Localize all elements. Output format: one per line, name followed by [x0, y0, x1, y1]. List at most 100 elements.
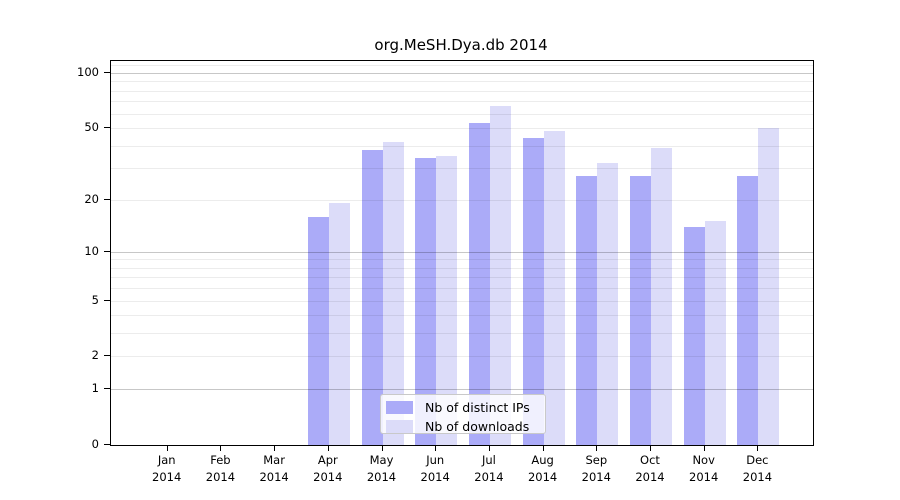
- gridline-minor-4: [111, 315, 813, 317]
- x-tick-jan: [166, 445, 168, 451]
- x-tick-label-aug: Aug 2014: [511, 452, 575, 486]
- legend-label-downloads: Nb of downloads: [425, 418, 530, 434]
- x-tick-label-feb: Feb 2014: [188, 452, 252, 486]
- bar-downloads-aug: [543, 131, 565, 445]
- x-tick-may: [381, 445, 383, 451]
- x-tick-year: 2014: [527, 470, 558, 484]
- y-tick-5: [104, 299, 110, 301]
- gridline-minor-80: [111, 90, 813, 92]
- legend-label-distinct-ips: Nb of distinct IPs: [425, 399, 530, 415]
- y-tick-10: [104, 250, 110, 252]
- y-tick-label-10: 10: [84, 243, 99, 258]
- y-tick-50: [104, 126, 110, 128]
- x-tick-aug: [542, 445, 544, 451]
- gridline-minor-2: [111, 356, 813, 358]
- y-tick-label-100: 100: [77, 64, 99, 79]
- x-tick-label-nov: Nov 2014: [672, 452, 736, 486]
- bar-downloads-jul: [489, 105, 511, 445]
- x-tick-month: Mar: [263, 453, 285, 467]
- gridline-major-100: [111, 72, 813, 74]
- x-tick-year: 2014: [474, 470, 504, 484]
- x-tick-month: Aug: [531, 453, 554, 467]
- bar-downloads-dec: [758, 127, 780, 445]
- x-tick-jun: [435, 445, 437, 451]
- y-tick-100: [104, 71, 110, 73]
- bar-ips-oct: [630, 176, 651, 445]
- gridline-minor-3: [111, 333, 813, 335]
- x-tick-month: Jul: [481, 453, 496, 467]
- gridline-minor-30: [111, 168, 813, 170]
- x-tick-month: Nov: [692, 453, 715, 467]
- x-tick-month: Jun: [426, 453, 445, 467]
- x-tick-dec: [757, 445, 759, 451]
- x-tick-sep: [596, 445, 598, 451]
- x-tick-label-jun: Jun 2014: [403, 452, 467, 486]
- gridline-minor-7: [111, 277, 813, 279]
- gridline-minor-5: [111, 300, 813, 302]
- bar-ips-jun: [415, 158, 437, 445]
- x-tick-year: 2014: [689, 470, 719, 484]
- bar-downloads-jun: [436, 156, 458, 445]
- x-tick-jul: [488, 445, 490, 451]
- bar-downloads-may: [382, 141, 404, 445]
- gridline-minor-6: [111, 288, 813, 290]
- y-tick-label-5: 5: [91, 292, 99, 307]
- x-tick-apr: [327, 445, 329, 451]
- bar-downloads-nov: [704, 221, 726, 445]
- x-tick-year: 2014: [742, 470, 773, 484]
- gridline-minor-40: [111, 145, 813, 147]
- x-tick-year: 2014: [635, 470, 665, 484]
- x-tick-label-may: May 2014: [350, 452, 414, 486]
- x-tick-oct: [650, 445, 651, 451]
- y-tick-label-1: 1: [91, 381, 99, 396]
- gridline-minor-90: [111, 81, 813, 83]
- x-tick-year: 2014: [581, 470, 611, 484]
- x-tick-label-dec: Dec 2014: [725, 452, 789, 486]
- bar-ips-sep: [576, 176, 598, 445]
- x-tick-month: Feb: [210, 453, 231, 467]
- y-tick-2: [104, 355, 110, 357]
- gridline-minor-70: [111, 101, 813, 103]
- bar-ips-jul: [468, 123, 490, 445]
- gridline-minor-20: [111, 199, 813, 201]
- bar-ips-aug: [522, 138, 544, 445]
- bar-ips-apr: [307, 216, 329, 445]
- plot-area: Nb of distinct IPs Nb of downloads: [110, 60, 814, 446]
- y-tick-label-50: 50: [84, 119, 99, 134]
- x-tick-label-jul: Jul 2014: [457, 452, 521, 486]
- bar-ips-dec: [737, 176, 759, 445]
- legend: Nb of distinct IPs Nb of downloads: [380, 394, 546, 434]
- gridline-minor-9: [111, 259, 813, 261]
- gridline-minor-60: [111, 113, 813, 115]
- x-tick-month: Sep: [585, 453, 608, 467]
- y-tick-20: [104, 198, 110, 200]
- gridline-minor-110: [111, 65, 813, 67]
- x-tick-month: Jan: [157, 453, 176, 467]
- legend-entry-distinct-ips: Nb of distinct IPs: [386, 399, 545, 415]
- legend-swatch-distinct-ips: [386, 400, 413, 414]
- x-tick-label-apr: Apr 2014: [296, 452, 360, 486]
- x-tick-year: 2014: [152, 470, 182, 484]
- x-tick-month: Dec: [746, 453, 769, 467]
- x-tick-label-mar: Mar 2014: [242, 452, 306, 486]
- x-tick-month: Oct: [640, 453, 660, 467]
- gridline-major-1: [111, 389, 813, 391]
- bar-ips-nov: [683, 226, 705, 445]
- x-tick-year: 2014: [259, 470, 289, 484]
- gridline-minor-8: [111, 267, 813, 269]
- chart-title: org.MeSH.Dya.db 2014: [374, 36, 548, 54]
- y-tick-1: [104, 388, 110, 390]
- x-tick-feb: [220, 445, 222, 451]
- x-tick-mar: [274, 445, 276, 451]
- y-tick-label-2: 2: [91, 348, 99, 363]
- x-tick-year: 2014: [366, 470, 397, 484]
- x-tick-year: 2014: [420, 470, 450, 484]
- x-tick-nov: [703, 445, 705, 451]
- bar-downloads-apr: [328, 203, 350, 445]
- gridline-minor-50: [111, 127, 813, 129]
- x-tick-label-oct: Oct 2014: [618, 452, 682, 486]
- y-tick-0: [104, 444, 110, 445]
- x-tick-label-sep: Sep 2014: [564, 452, 628, 486]
- x-tick-year: 2014: [313, 470, 343, 484]
